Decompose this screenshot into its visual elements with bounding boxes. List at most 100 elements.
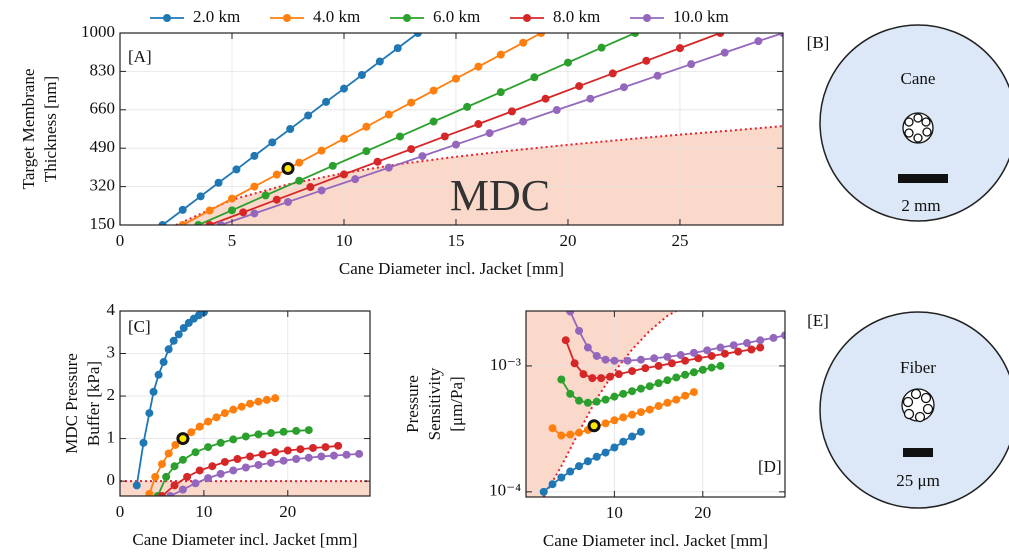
data-point <box>362 122 371 131</box>
data-point <box>610 356 619 365</box>
data-point <box>261 191 270 200</box>
data-point <box>268 138 277 147</box>
data-point <box>575 428 584 437</box>
y-tick-label: 1 <box>107 427 116 446</box>
data-point <box>373 157 382 166</box>
plot-area <box>120 33 783 225</box>
x-tick-label: 0 <box>116 502 125 521</box>
data-point <box>583 343 592 352</box>
data-point <box>254 460 263 469</box>
data-point <box>187 428 196 437</box>
axes-frame <box>119 32 784 226</box>
data-point <box>295 158 304 167</box>
data-point <box>429 86 438 95</box>
data-point <box>716 33 725 37</box>
data-point <box>557 473 566 482</box>
data-point <box>610 416 619 425</box>
data-point <box>208 462 217 471</box>
y-tick-label: 490 <box>90 137 116 156</box>
data-point <box>570 359 579 368</box>
panel-label: [D] <box>758 457 782 476</box>
legend-marker <box>523 14 531 22</box>
highlight-point <box>281 162 295 176</box>
data-point <box>205 221 214 225</box>
data-point <box>663 352 672 361</box>
data-point <box>519 38 528 47</box>
data-point <box>339 170 348 179</box>
data-point <box>194 221 203 225</box>
data-point <box>329 451 338 460</box>
data-point <box>734 347 743 356</box>
data-point <box>174 330 183 339</box>
data-point <box>681 391 690 400</box>
x-axis-label: Cane Diameter incl. Jacket [mm] <box>339 259 564 278</box>
y-tick-label: 660 <box>90 99 116 118</box>
data-point <box>229 466 238 475</box>
highlight-point <box>587 419 601 433</box>
data-point <box>653 71 662 80</box>
data-point <box>413 33 422 37</box>
legend-label: 10.0 km <box>673 7 729 26</box>
data-point <box>279 456 288 465</box>
data-point <box>636 408 645 417</box>
data-point <box>566 467 575 476</box>
y-axis-label: Buffer [kPa] <box>84 361 103 446</box>
data-point <box>334 441 343 450</box>
data-point <box>575 326 584 335</box>
data-point <box>631 33 640 37</box>
data-point <box>707 363 716 372</box>
data-point <box>162 472 171 481</box>
data-point <box>308 443 317 452</box>
data-point <box>628 410 637 419</box>
y-tick-label: 10⁻³ <box>490 355 521 374</box>
data-point <box>272 195 281 204</box>
data-point <box>339 84 348 93</box>
data-point <box>614 370 623 379</box>
data-point <box>530 73 539 82</box>
y-tick-label: 830 <box>90 60 116 79</box>
data-point <box>220 457 229 466</box>
data-point <box>583 457 592 466</box>
data-point <box>642 56 651 65</box>
data-point <box>145 409 154 418</box>
data-point <box>191 479 200 488</box>
data-point <box>195 466 204 475</box>
data-point <box>304 111 313 120</box>
data-point <box>779 33 783 37</box>
data-point <box>178 485 187 494</box>
data-point <box>296 445 305 454</box>
data-point <box>610 443 619 452</box>
data-point <box>286 125 295 133</box>
data-point <box>586 94 595 103</box>
data-point <box>636 355 645 364</box>
data-point <box>561 336 570 345</box>
data-point <box>675 44 684 53</box>
data-point <box>601 448 610 457</box>
data-point <box>557 375 566 384</box>
data-point <box>687 60 696 69</box>
data-point <box>650 354 659 363</box>
data-point <box>601 419 610 428</box>
data-point <box>191 448 200 457</box>
data-point <box>393 44 402 53</box>
data-point <box>694 354 703 363</box>
data-point <box>519 117 528 126</box>
scale-label: 2 mm <box>901 196 940 215</box>
y-tick-label: 1000 <box>81 22 115 41</box>
data-point <box>250 151 259 160</box>
data-point <box>628 387 637 396</box>
data-point <box>716 361 725 370</box>
y-tick-label: 4 <box>107 300 116 319</box>
data-point <box>317 452 326 461</box>
x-axis-label: Cane Diameter incl. Jacket [mm] <box>132 530 357 549</box>
data-point <box>681 356 690 365</box>
data-point <box>158 221 167 225</box>
data-point <box>597 374 606 383</box>
shaded-region <box>175 126 783 225</box>
data-point <box>233 455 242 463</box>
data-point <box>592 397 601 406</box>
data-point <box>592 351 601 360</box>
data-point <box>507 107 516 116</box>
data-point <box>395 132 404 141</box>
